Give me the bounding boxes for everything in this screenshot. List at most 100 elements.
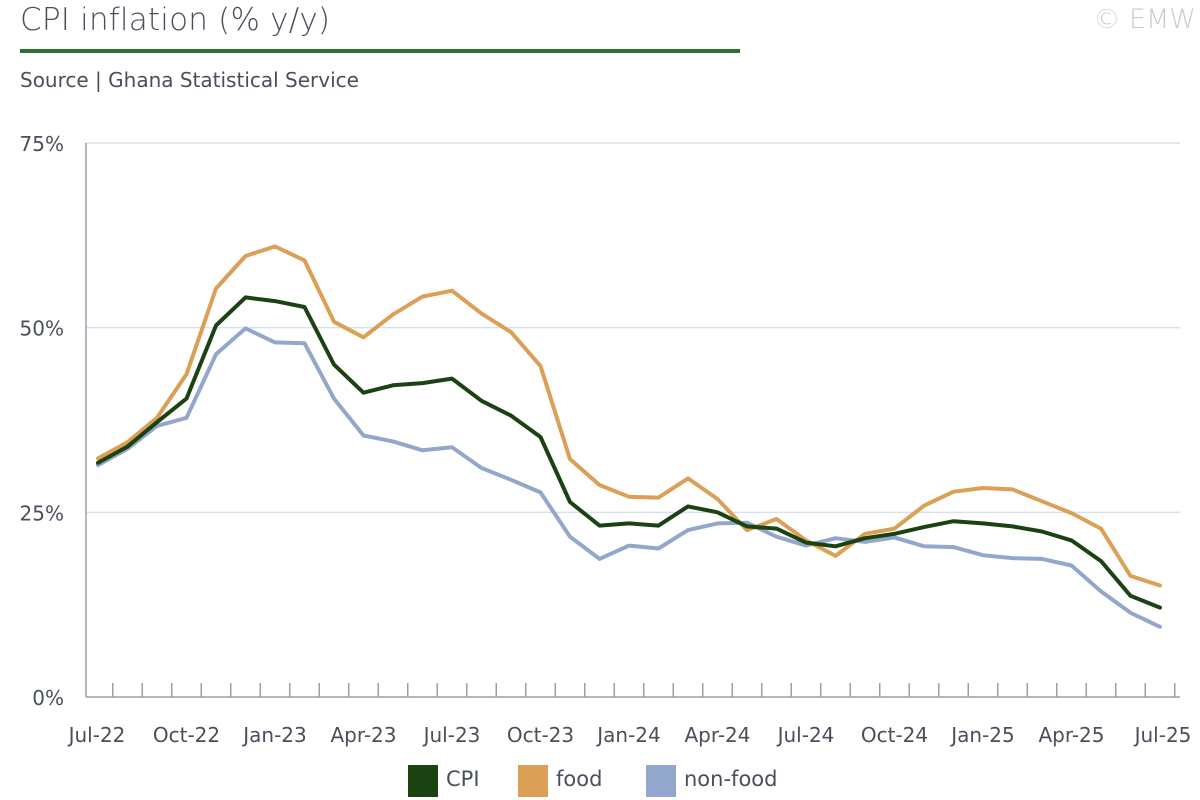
data-point-food <box>1099 527 1103 531</box>
data-point-non-food <box>420 448 425 452</box>
data-point-food <box>361 335 366 339</box>
x-tick-label: Oct-24 <box>861 723 928 747</box>
data-point-food <box>892 527 897 531</box>
data-point-cpi <box>184 397 189 401</box>
data-point-non-food <box>391 439 395 443</box>
legend-label-cpi: CPI <box>446 767 480 791</box>
data-point-cpi <box>1158 606 1162 610</box>
y-tick-label: 50% <box>20 317 64 341</box>
data-point-cpi <box>774 527 779 531</box>
data-point-non-food <box>892 535 897 540</box>
legend-swatch-non-food <box>646 765 676 797</box>
data-point-food <box>1040 499 1044 503</box>
data-point-food <box>1158 583 1162 588</box>
data-point-non-food <box>184 416 189 420</box>
x-tick-label: Jan-25 <box>949 723 1015 747</box>
data-point-food <box>96 456 100 460</box>
data-point-non-food <box>656 546 661 551</box>
data-point-food <box>332 320 336 324</box>
data-point-non-food <box>1099 589 1103 594</box>
data-point-non-food <box>1128 611 1133 615</box>
data-point-cpi <box>96 461 100 465</box>
data-point-food <box>450 289 454 293</box>
data-point-non-food <box>1010 556 1015 560</box>
data-point-non-food <box>922 544 926 548</box>
x-tick-label: Apr-24 <box>685 723 751 747</box>
data-point-cpi <box>627 521 631 526</box>
data-point-non-food <box>273 340 277 344</box>
data-point-non-food <box>715 521 720 526</box>
data-point-food <box>155 416 159 420</box>
data-point-cpi <box>597 524 602 528</box>
data-point-food <box>391 312 395 316</box>
data-point-cpi <box>1040 529 1044 534</box>
x-tick-label: Apr-25 <box>1039 723 1105 747</box>
data-point-cpi <box>509 414 513 418</box>
x-tick-label: Jan-23 <box>241 723 307 747</box>
chart-title: CPI inflation (% y/y) <box>20 2 331 38</box>
data-point-food <box>981 486 985 490</box>
data-point-cpi <box>538 435 543 439</box>
data-point-food <box>627 495 631 499</box>
data-point-food <box>214 286 218 291</box>
data-point-food <box>656 496 661 500</box>
data-point-food <box>774 517 779 521</box>
data-point-cpi <box>1010 524 1015 529</box>
data-point-non-food <box>686 528 690 532</box>
data-point-non-food <box>214 352 218 356</box>
data-point-cpi <box>1099 559 1103 563</box>
legend-label-non-food: non-food <box>684 767 778 791</box>
data-point-non-food <box>450 445 454 449</box>
data-point-non-food <box>627 544 631 548</box>
data-point-non-food <box>1040 557 1044 561</box>
data-point-non-food <box>863 540 867 544</box>
series-line-cpi <box>96 295 1162 610</box>
data-point-cpi <box>833 544 838 548</box>
data-point-cpi <box>686 504 690 508</box>
data-point-cpi <box>450 377 454 381</box>
data-point-cpi <box>863 536 867 540</box>
x-tick-label: Apr-23 <box>331 723 397 747</box>
data-point-cpi <box>332 363 336 367</box>
data-point-cpi <box>981 521 985 526</box>
y-tick-label: 25% <box>20 501 64 525</box>
data-point-cpi <box>922 525 926 529</box>
data-point-non-food <box>597 557 602 561</box>
data-point-cpi <box>125 445 130 449</box>
y-tick-label: 0% <box>32 686 64 710</box>
data-point-cpi <box>273 299 277 303</box>
x-tick-label: Jul-22 <box>67 723 126 747</box>
data-point-food <box>479 312 484 316</box>
legend-swatch-food <box>518 765 548 797</box>
data-point-cpi <box>951 519 956 523</box>
data-point-cpi <box>214 323 218 328</box>
data-point-non-food <box>538 490 543 494</box>
data-point-cpi <box>1128 594 1133 598</box>
data-point-cpi <box>568 500 572 504</box>
data-point-food <box>715 497 720 501</box>
x-tick-label: Jul-25 <box>1133 723 1192 747</box>
data-point-food <box>951 490 956 494</box>
x-tick-label: Jul-23 <box>422 723 481 747</box>
data-point-food <box>184 372 189 376</box>
data-point-food <box>1069 511 1074 515</box>
data-point-cpi <box>361 391 366 395</box>
copyright-label: © EMW <box>1093 4 1196 35</box>
data-point-food <box>922 504 926 508</box>
chart-subtitle: Source | Ghana Statistical Service <box>20 68 359 92</box>
data-point-food <box>538 364 543 368</box>
legend-swatch-cpi <box>408 765 438 797</box>
data-point-non-food <box>332 397 336 401</box>
chart-legend: CPI food non-food <box>0 763 1200 799</box>
data-point-non-food <box>243 326 248 330</box>
data-point-non-food <box>479 466 484 470</box>
data-point-food <box>745 528 749 532</box>
data-point-food <box>243 254 248 258</box>
data-point-cpi <box>656 524 661 528</box>
data-point-non-food <box>1158 625 1162 629</box>
data-point-non-food <box>1069 563 1074 568</box>
data-point-food <box>125 440 130 444</box>
data-point-food <box>863 532 867 536</box>
data-point-food <box>302 258 307 262</box>
